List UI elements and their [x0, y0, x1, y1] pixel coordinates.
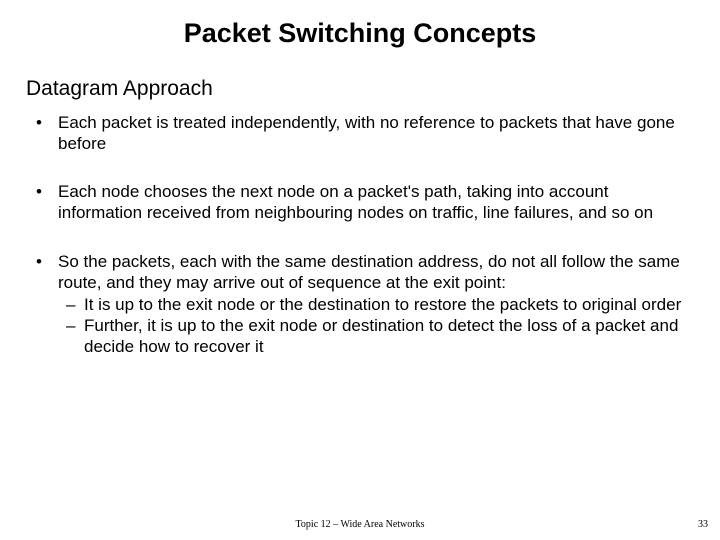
slide: Packet Switching Concepts Datagram Appro…: [0, 0, 720, 540]
sub-bullet-text: Further, it is up to the exit node or de…: [84, 316, 678, 356]
sub-list-item: Further, it is up to the exit node or de…: [58, 316, 694, 357]
slide-subtitle: Datagram Approach: [26, 77, 694, 101]
sub-bullet-text: It is up to the exit node or the destina…: [84, 295, 681, 314]
list-item: Each node chooses the next node on a pac…: [26, 182, 694, 223]
bullet-text: Each packet is treated independently, wi…: [58, 113, 675, 153]
sub-list: It is up to the exit node or the destina…: [58, 295, 694, 357]
list-item: So the packets, each with the same desti…: [26, 252, 694, 358]
bullet-list: Each packet is treated independently, wi…: [26, 113, 694, 358]
list-item: Each packet is treated independently, wi…: [26, 113, 694, 154]
footer-text: Topic 12 – Wide Area Networks: [0, 519, 720, 530]
slide-title: Packet Switching Concepts: [26, 18, 694, 49]
bullet-text: So the packets, each with the same desti…: [58, 252, 680, 292]
bullet-text: Each node chooses the next node on a pac…: [58, 182, 653, 222]
sub-list-item: It is up to the exit node or the destina…: [58, 295, 694, 316]
page-number: 33: [698, 519, 708, 530]
